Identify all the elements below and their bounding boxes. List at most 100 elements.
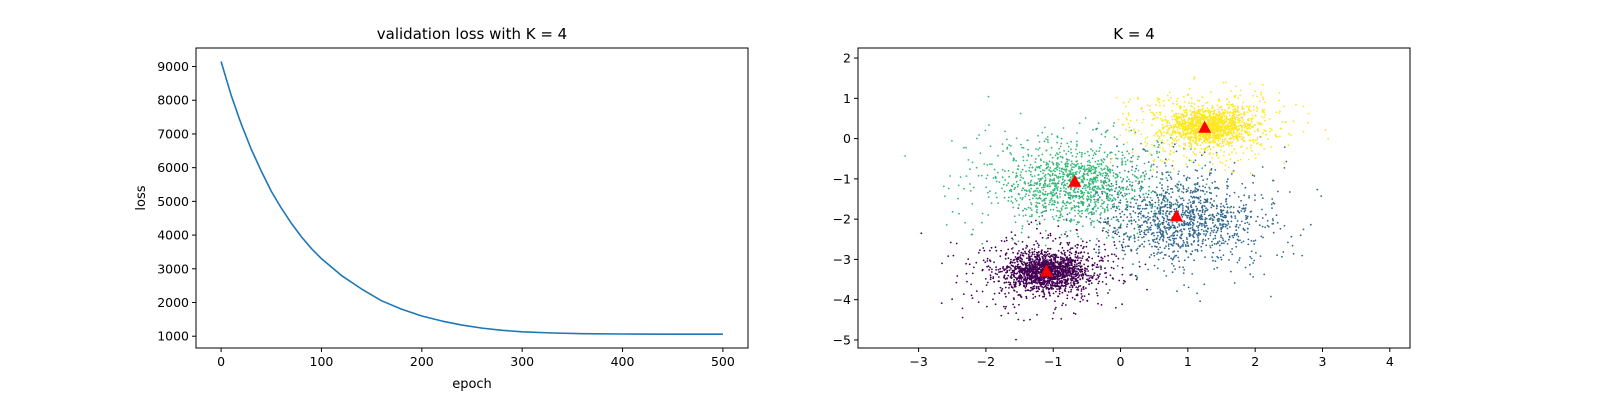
data-point [1112,267,1115,270]
data-point [1093,274,1095,277]
data-point [1215,151,1218,154]
data-point [1144,199,1147,202]
data-point [1028,278,1031,281]
data-point [1124,163,1127,166]
data-point [1103,255,1106,258]
data-point [1079,266,1082,269]
data-point [1122,195,1125,198]
loss-plot-frame [195,47,749,349]
data-point [1059,271,1062,274]
data-point [1204,217,1207,219]
data-point [1115,181,1118,184]
data-point [1093,248,1096,251]
data-point [1178,223,1180,226]
data-point [1014,285,1017,288]
data-point [1076,267,1079,270]
data-point [1115,183,1118,186]
data-point [1061,267,1064,269]
data-point [1152,252,1155,255]
data-point [1027,274,1029,277]
data-point [1135,167,1137,170]
data-point [1242,227,1245,230]
data-point [1222,254,1225,256]
data-point [1193,76,1196,79]
data-point [1178,180,1180,183]
data-point [1017,183,1020,186]
data-point [1038,251,1040,253]
data-point [1070,201,1072,204]
data-point [1129,119,1132,122]
data-point [1069,256,1072,259]
data-point [1060,251,1063,254]
data-point [1157,146,1160,149]
data-point [975,290,978,292]
data-point [975,166,978,169]
data-point [989,274,992,277]
data-point [1052,169,1055,172]
data-point [1143,240,1146,243]
data-point [1043,206,1045,209]
data-point [1099,273,1101,275]
data-point [1121,158,1123,160]
data-point [1047,255,1050,258]
data-point [1171,221,1174,224]
data-point [1069,251,1071,254]
data-point [970,294,973,297]
loss-series [220,61,723,335]
data-point [1144,207,1146,210]
data-point [1261,208,1263,211]
data-point [1204,234,1207,237]
data-point [1168,224,1171,226]
data-point [1005,281,1008,284]
data-point [1051,179,1054,182]
data-point [1052,182,1055,185]
data-point [1043,261,1045,264]
data-point [1146,204,1149,207]
data-point [1013,306,1016,309]
data-point [1253,175,1256,177]
data-point [1077,202,1080,204]
data-point [1005,305,1007,308]
data-point [1044,256,1047,258]
data-point [1102,187,1105,189]
data-point [1198,210,1201,212]
data-point [1004,253,1007,256]
data-point [1157,234,1159,237]
data-point [1100,143,1102,146]
data-point [1014,276,1017,279]
data-point [1052,292,1055,295]
data-point [1014,186,1017,189]
data-point [1083,170,1086,173]
data-point [1196,207,1199,210]
data-point [1150,207,1153,209]
data-point [1178,170,1180,173]
data-point [1100,181,1103,184]
data-point [1117,205,1120,208]
data-point [1044,202,1047,205]
data-point [1006,138,1008,141]
data-point [1050,258,1053,261]
data-point [1005,295,1007,298]
data-point [1019,174,1022,176]
data-point [1070,275,1073,278]
data-point [1051,276,1053,279]
data-point [1034,158,1037,160]
data-point [1114,177,1117,179]
data-point [1224,240,1227,243]
data-point [1166,223,1169,226]
data-point [1185,237,1188,239]
data-point [1122,178,1125,180]
data-point [1138,207,1141,210]
data-point [1102,185,1104,188]
data-point [1107,260,1109,262]
data-point [1082,202,1085,205]
data-point [1196,144,1199,147]
data-point [998,292,1001,294]
data-point [1093,212,1095,214]
data-point [1032,190,1035,193]
data-point [1191,226,1194,229]
data-point [1212,251,1214,254]
data-point [1163,226,1165,229]
data-point [1309,223,1312,226]
data-point [1228,259,1230,261]
